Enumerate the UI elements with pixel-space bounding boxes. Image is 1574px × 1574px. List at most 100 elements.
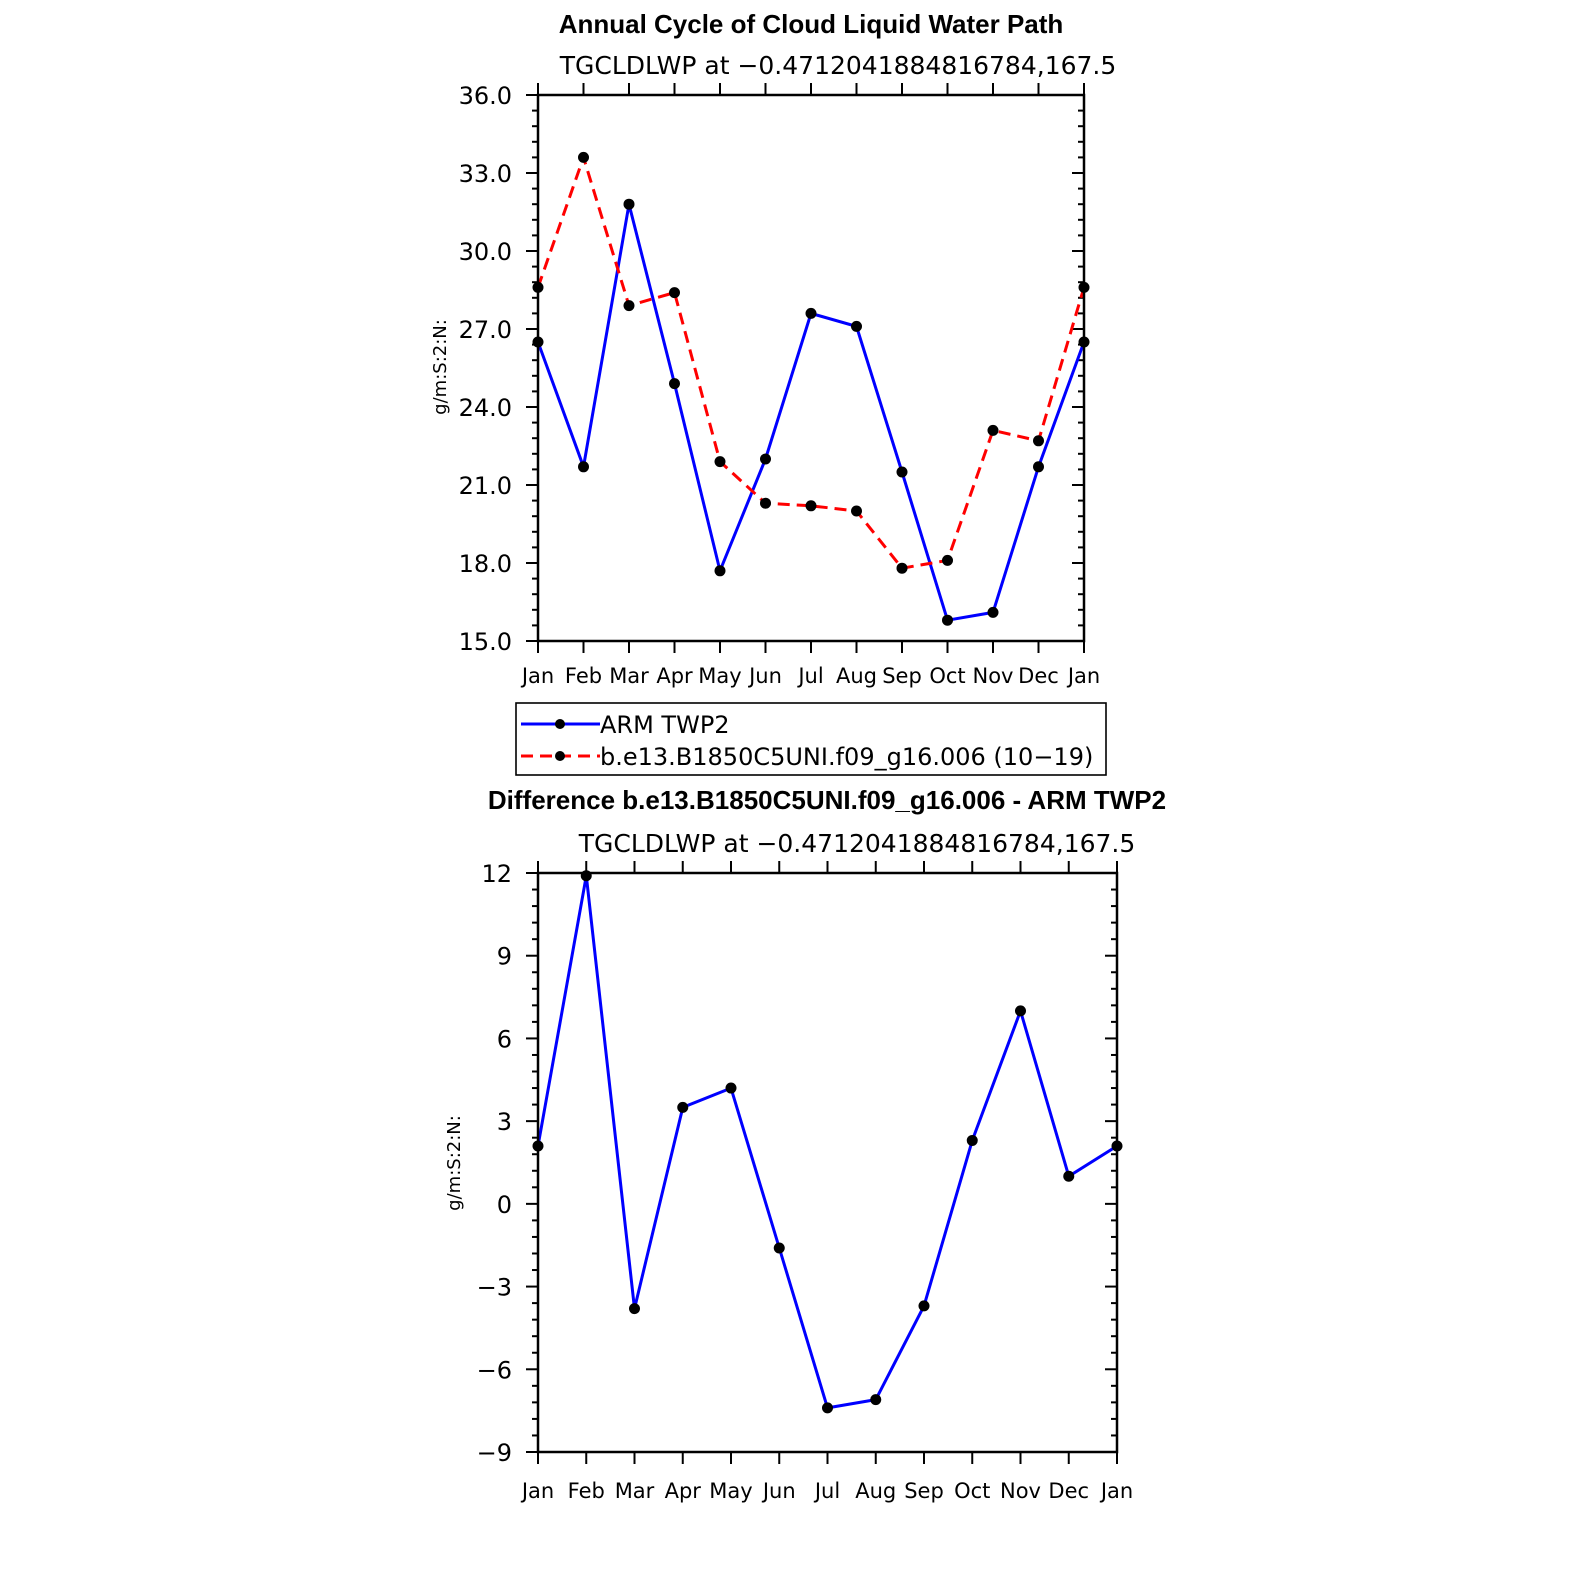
chart-title: Difference b.e13.B1850C5UNI.f09_g16.006 … xyxy=(488,785,1166,815)
y-tick-label: 6 xyxy=(497,1025,512,1053)
annual-cycle-panel: Annual Cycle of Cloud Liquid Water Path … xyxy=(430,9,1116,688)
data-point-difference xyxy=(1063,1170,1075,1182)
data-point-b-e13-b1850c5uni-f09-g16-006-10-19 xyxy=(805,500,817,512)
x-tick-labels: Jan Feb Mar Apr May Jun Jul Aug Sep Oct Nov Dec Jan xyxy=(520,664,1100,688)
y-tick-label: 15.0 xyxy=(459,628,512,656)
x-tick-label: Jun xyxy=(747,664,782,688)
y-tick-label: 0 xyxy=(497,1191,512,1219)
y-tick-label: 21.0 xyxy=(459,472,512,500)
x-tick-label: Sep xyxy=(882,664,922,688)
x-tick-label: May xyxy=(709,1479,752,1503)
y-tick-label: 9 xyxy=(497,943,512,971)
series-line-difference xyxy=(536,875,1118,1410)
tick-marks xyxy=(526,83,1085,653)
y-tick-label: 27.0 xyxy=(459,316,512,344)
tick-marks xyxy=(526,861,1118,1464)
y-tick-label: −9 xyxy=(477,1439,512,1467)
data-point-b-e13-b1850c5uni-f09-g16-006-10-19 xyxy=(896,562,908,574)
data-point-difference xyxy=(725,1082,737,1094)
data-point-b-e13-b1850c5uni-f09-g16-006-10-19 xyxy=(987,424,999,436)
y-tick-labels: 15.0 18.0 21.0 24.0 27.0 30.0 33.0 36.0 xyxy=(459,82,512,656)
data-point-difference xyxy=(822,1402,833,1414)
data-point-arm-twp2 xyxy=(896,466,908,478)
difference-panel: Difference b.e13.B1850C5UNI.f09_g16.006 … xyxy=(444,785,1166,1503)
y-tick-label: 30.0 xyxy=(459,238,512,266)
data-point-difference xyxy=(773,1242,785,1254)
y-tick-label: −3 xyxy=(477,1274,512,1302)
x-tick-label: Aug xyxy=(855,1479,896,1503)
data-point-arm-twp2 xyxy=(669,378,680,390)
y-axis-label: g/m:S:2:N: xyxy=(444,1115,465,1211)
data-point-difference xyxy=(870,1394,882,1406)
data-point-arm-twp2 xyxy=(623,198,635,210)
x-tick-label: Aug xyxy=(836,664,877,688)
x-tick-label: Dec xyxy=(1048,1479,1089,1503)
legend-marker-arm-twp2 xyxy=(555,719,565,729)
y-axis-label: g/m:S:2:N: xyxy=(430,319,451,415)
legend-box xyxy=(515,702,1107,776)
x-tick-label: Jan xyxy=(520,1479,554,1503)
data-point-arm-twp2 xyxy=(760,453,771,465)
x-tick-label: Dec xyxy=(1018,664,1059,688)
chart-title: Annual Cycle of Cloud Liquid Water Path xyxy=(559,9,1064,39)
x-tick-label: Apr xyxy=(665,1479,702,1503)
x-tick-label: Nov xyxy=(1000,1479,1041,1503)
data-point-arm-twp2 xyxy=(805,307,817,319)
data-point-b-e13-b1850c5uni-f09-g16-006-10-19 xyxy=(760,497,771,509)
x-tick-label: Oct xyxy=(954,1479,990,1503)
data-point-arm-twp2 xyxy=(987,606,999,618)
x-tick-label: Apr xyxy=(656,664,693,688)
x-tick-label: Nov xyxy=(973,664,1014,688)
data-point-arm-twp2 xyxy=(1033,461,1044,473)
x-tick-label: Jul xyxy=(813,1479,840,1503)
data-point-difference xyxy=(966,1134,978,1146)
data-point-difference xyxy=(918,1300,930,1312)
chart-subtitle: TGCLDLWP at −0.4712041884816784,167.5 xyxy=(559,51,1117,80)
y-tick-label: 12 xyxy=(481,860,512,888)
data-point-b-e13-b1850c5uni-f09-g16-006-10-19 xyxy=(714,456,726,468)
y-tick-label: 18.0 xyxy=(459,550,512,578)
y-tick-label: 36.0 xyxy=(459,82,512,110)
plot-frame xyxy=(536,871,1119,1454)
y-tick-label: 33.0 xyxy=(459,160,512,188)
series-line-arm-twp2 xyxy=(536,203,1086,622)
x-tick-label: Jan xyxy=(520,664,554,688)
data-point-difference xyxy=(677,1101,689,1113)
data-point-arm-twp2 xyxy=(578,461,589,473)
x-tick-label: Jun xyxy=(761,1479,796,1503)
x-tick-label: Sep xyxy=(904,1479,944,1503)
x-tick-labels: Jan Feb Mar Apr May Jun Jul Aug Sep Oct Nov Dec Jan xyxy=(520,1479,1133,1503)
data-point-b-e13-b1850c5uni-f09-g16-006-10-19 xyxy=(1033,435,1044,447)
data-point-b-e13-b1850c5uni-f09-g16-006-10-19 xyxy=(623,300,635,312)
x-tick-label: Oct xyxy=(929,664,965,688)
x-tick-label: May xyxy=(698,664,741,688)
data-point-b-e13-b1850c5uni-f09-g16-006-10-19 xyxy=(669,287,680,299)
y-tick-label: 3 xyxy=(497,1108,512,1136)
x-tick-label: Jan xyxy=(1099,1479,1133,1503)
legend-label-model: b.e13.B1850C5UNI.f09_g16.006 (10−19) xyxy=(600,743,1093,771)
data-point-arm-twp2 xyxy=(942,614,953,626)
chart-subtitle: TGCLDLWP at −0.4712041884816784,167.5 xyxy=(578,829,1136,858)
legend-marker-model xyxy=(555,751,565,761)
legend-label-arm-twp2: ARM TWP2 xyxy=(600,711,730,739)
data-point-difference xyxy=(629,1303,640,1315)
data-point-b-e13-b1850c5uni-f09-g16-006-10-19 xyxy=(942,554,953,566)
data-point-b-e13-b1850c5uni-f09-g16-006-10-19 xyxy=(578,151,589,163)
y-tick-label: 24.0 xyxy=(459,394,512,422)
x-tick-label: Mar xyxy=(609,664,649,688)
data-point-difference xyxy=(1015,1005,1026,1017)
data-point-arm-twp2 xyxy=(714,565,726,577)
y-tick-labels: −9 −6 −3 0 3 6 9 12 xyxy=(477,860,512,1467)
x-tick-label: Feb xyxy=(565,664,602,688)
x-tick-label: Feb xyxy=(568,1479,605,1503)
x-tick-label: Jul xyxy=(796,664,823,688)
legend: ARM TWP2 b.e13.B1850C5UNI.f09_g16.006 (1… xyxy=(515,702,1107,776)
data-point-arm-twp2 xyxy=(851,320,862,332)
y-tick-label: −6 xyxy=(477,1356,512,1384)
series-group xyxy=(532,870,1123,1414)
x-tick-label: Mar xyxy=(615,1479,655,1503)
x-tick-label: Jan xyxy=(1066,664,1100,688)
plot-frame xyxy=(536,93,1086,643)
data-point-b-e13-b1850c5uni-f09-g16-006-10-19 xyxy=(851,505,862,517)
